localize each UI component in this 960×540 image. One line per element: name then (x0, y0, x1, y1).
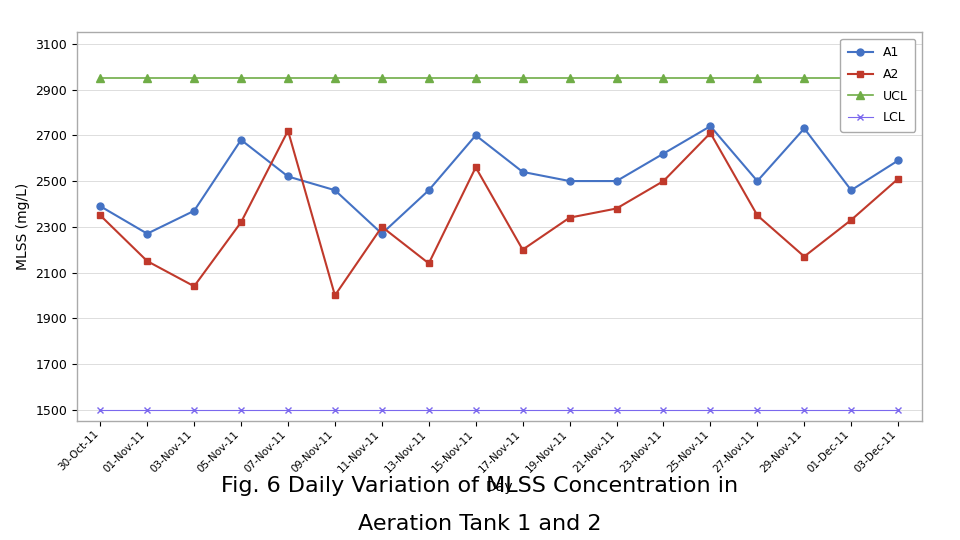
Text: Fig. 6 Daily Variation of MLSS Concentration in: Fig. 6 Daily Variation of MLSS Concentra… (222, 476, 738, 496)
Y-axis label: MLSS (mg/L): MLSS (mg/L) (15, 183, 30, 271)
Line: UCL: UCL (96, 74, 902, 82)
LCL (94, 407, 106, 413)
A2 (516, 246, 528, 253)
A1 (94, 203, 106, 210)
UCL (846, 75, 857, 82)
UCL (376, 75, 388, 82)
A2 (329, 292, 341, 299)
A2 (235, 219, 247, 226)
UCL (611, 75, 622, 82)
UCL (423, 75, 435, 82)
Legend: A1, A2, UCL, LCL: A1, A2, UCL, LCL (840, 39, 915, 132)
Text: Aeration Tank 1 and 2: Aeration Tank 1 and 2 (358, 514, 602, 534)
UCL (329, 75, 341, 82)
X-axis label: Day: Day (486, 480, 513, 494)
UCL (235, 75, 247, 82)
A2 (846, 217, 857, 223)
A1 (470, 132, 482, 139)
A1 (376, 231, 388, 237)
LCL (423, 407, 435, 413)
UCL (705, 75, 716, 82)
A1 (799, 125, 810, 132)
A1 (423, 187, 435, 193)
A2 (752, 212, 763, 219)
A2 (188, 283, 200, 289)
UCL (893, 75, 904, 82)
A2 (282, 127, 294, 134)
A1 (658, 150, 669, 157)
LCL (846, 407, 857, 413)
A1 (516, 168, 528, 175)
A2 (705, 130, 716, 136)
A2 (376, 224, 388, 230)
A1 (141, 231, 153, 237)
LCL (235, 407, 247, 413)
A1 (235, 137, 247, 143)
A2 (141, 258, 153, 265)
UCL (188, 75, 200, 82)
A2 (423, 260, 435, 267)
Line: A2: A2 (97, 127, 901, 299)
A1 (705, 123, 716, 130)
UCL (516, 75, 528, 82)
UCL (658, 75, 669, 82)
A2 (658, 178, 669, 184)
A1 (282, 173, 294, 180)
A2 (564, 214, 575, 221)
UCL (470, 75, 482, 82)
LCL (470, 407, 482, 413)
UCL (799, 75, 810, 82)
UCL (564, 75, 575, 82)
LCL (282, 407, 294, 413)
LCL (893, 407, 904, 413)
LCL (516, 407, 528, 413)
LCL (611, 407, 622, 413)
LCL (188, 407, 200, 413)
A1 (188, 207, 200, 214)
A1 (893, 157, 904, 164)
UCL (141, 75, 153, 82)
A1 (564, 178, 575, 184)
A2 (893, 176, 904, 182)
LCL (658, 407, 669, 413)
UCL (282, 75, 294, 82)
A1 (846, 187, 857, 193)
A2 (799, 253, 810, 260)
Line: LCL: LCL (97, 406, 901, 413)
A1 (752, 178, 763, 184)
LCL (329, 407, 341, 413)
UCL (752, 75, 763, 82)
LCL (564, 407, 575, 413)
A2 (470, 164, 482, 171)
LCL (141, 407, 153, 413)
UCL (94, 75, 106, 82)
LCL (376, 407, 388, 413)
LCL (799, 407, 810, 413)
A2 (94, 212, 106, 219)
A1 (611, 178, 622, 184)
Line: A1: A1 (97, 123, 901, 237)
A1 (329, 187, 341, 193)
LCL (752, 407, 763, 413)
LCL (705, 407, 716, 413)
A2 (611, 205, 622, 212)
